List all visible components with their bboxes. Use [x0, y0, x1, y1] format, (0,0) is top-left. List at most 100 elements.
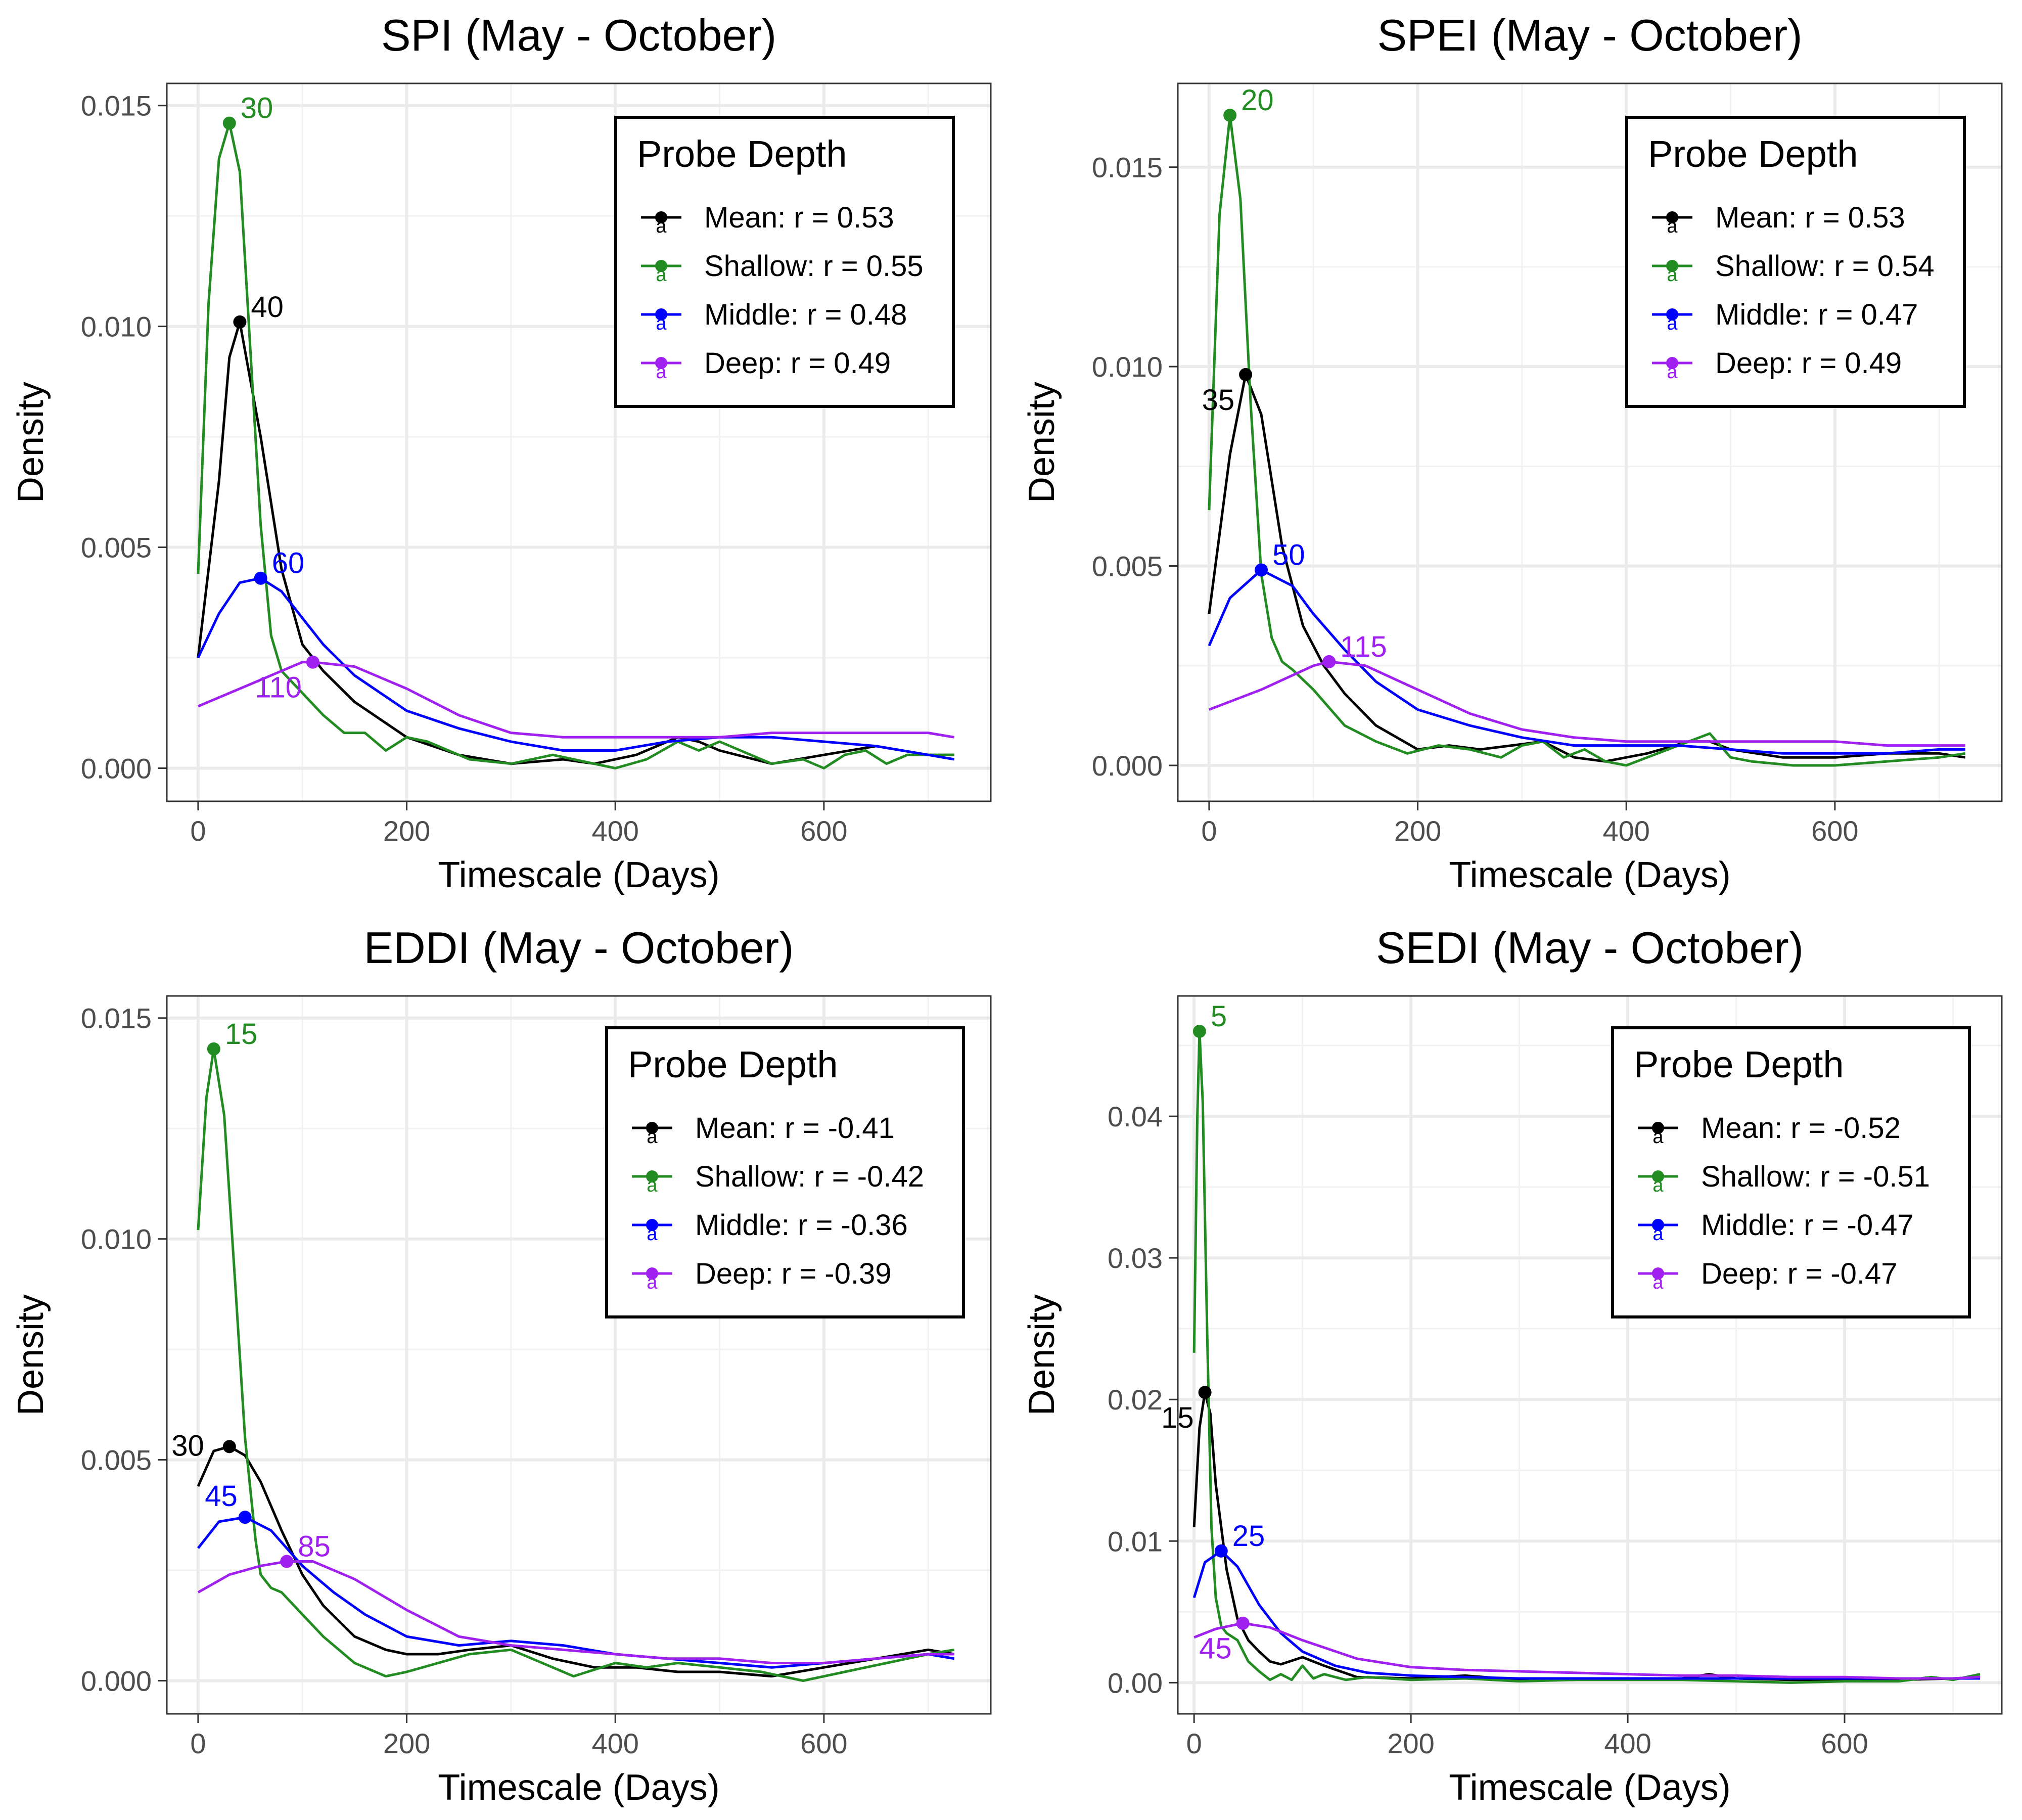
legend-entry-mean: Mean: r = -0.52	[1701, 1112, 1901, 1145]
y-tick-label: 0.00	[1108, 1667, 1163, 1699]
y-tick-label: 0.015	[81, 90, 152, 122]
y-axis-label: Density	[1022, 382, 1062, 503]
legend-key-deep: a	[632, 1267, 672, 1293]
legend-key-deep: a	[1652, 357, 1692, 383]
peak-point-deep	[1236, 1616, 1250, 1630]
legend-key-glyph: a	[1667, 264, 1678, 286]
legend-key-glyph: a	[1667, 361, 1678, 383]
y-axis-label: Density	[11, 1294, 51, 1416]
legend-key-shallow: a	[1652, 260, 1692, 286]
legend-title: Probe Depth	[628, 1043, 838, 1085]
x-tick-label: 0	[1186, 1727, 1202, 1759]
legend-key-glyph: a	[1652, 1126, 1664, 1148]
legend-key-glyph: a	[1667, 216, 1678, 237]
series-line-middle	[1208, 568, 1965, 755]
y-tick-label: 0.01	[1108, 1525, 1163, 1557]
peak-label-shallow: 15	[225, 1018, 258, 1051]
spi-panel: 40 30 60 110 0 200 400 600 0.000 0.005 0.010 0.015 S…	[11, 10, 992, 895]
peak-point-middle	[254, 571, 267, 585]
peak-label-mean: 35	[1202, 384, 1235, 417]
peak-label-middle: 50	[1272, 538, 1305, 571]
legend-key-middle: a	[641, 308, 681, 334]
peak-label-shallow: 30	[241, 92, 273, 125]
legend-entry-middle: Middle: r = -0.36	[695, 1209, 908, 1242]
x-tick-label: 600	[1821, 1727, 1868, 1759]
legend-key-glyph: a	[1652, 1175, 1664, 1196]
peak-label-deep: 45	[1199, 1632, 1232, 1665]
peak-point-middle	[1214, 1544, 1228, 1558]
panel-title: SEDI (May - October)	[1376, 923, 1804, 973]
legend-key-point	[646, 1219, 658, 1231]
peak-label-middle: 45	[205, 1480, 238, 1513]
peak-label-middle: 60	[272, 547, 305, 580]
x-axis-label: Timescale (Days)	[1449, 1767, 1730, 1808]
y-tick-label: 0.010	[81, 1223, 152, 1255]
x-tick-label: 400	[591, 1727, 638, 1759]
legend-key-point	[1666, 260, 1678, 272]
y-tick-label: 0.04	[1108, 1101, 1163, 1132]
x-tick-label: 400	[1602, 815, 1649, 847]
peak-label-deep: 85	[298, 1530, 331, 1563]
y-tick-label: 0.010	[1092, 351, 1163, 383]
legend-key-point	[1652, 1267, 1664, 1280]
legend-entry-mean: Mean: r = 0.53	[704, 201, 894, 234]
y-tick-label: 0.000	[81, 1665, 152, 1697]
panel-border	[166, 995, 992, 1715]
panel-border	[166, 82, 992, 802]
peak-point-shallow	[1223, 109, 1237, 122]
legend-key-mean: a	[1652, 211, 1692, 237]
legend-key-glyph: a	[656, 216, 667, 237]
legend-key-glyph: a	[647, 1223, 658, 1245]
legend-key-glyph: a	[647, 1175, 658, 1196]
peak-point-middle	[238, 1511, 252, 1524]
peak-label-deep: 115	[1340, 630, 1387, 663]
legend-title: Probe Depth	[637, 133, 847, 175]
legend-key-glyph: a	[647, 1126, 658, 1148]
peak-point-middle	[1255, 563, 1268, 577]
y-tick-label: 0.015	[81, 1003, 152, 1034]
x-tick-label: 200	[1387, 1727, 1434, 1759]
legend-key-glyph: a	[656, 313, 667, 334]
legend-entry-middle: Middle: r = -0.47	[1701, 1209, 1914, 1242]
legend-key-point	[1666, 211, 1678, 223]
legend-title: Probe Depth	[1634, 1043, 1844, 1085]
y-axis-label: Density	[1022, 1294, 1062, 1416]
panel-title: SPI (May - October)	[381, 10, 776, 60]
x-tick-label: 600	[800, 815, 847, 847]
legend-key-deep: a	[641, 357, 681, 383]
peak-label-deep: 110	[255, 671, 301, 704]
x-axis-label: Timescale (Days)	[1449, 855, 1730, 895]
legend-key-point	[655, 211, 667, 223]
eddi-panel: 30 15 45 85 0 200 400 600 0.000 0.005 0.010 0.015 ED…	[11, 923, 992, 1808]
legend-key-shallow: a	[632, 1170, 672, 1196]
legend-box	[1625, 116, 1966, 408]
legend-key-glyph: a	[647, 1272, 658, 1293]
peak-label-mean: 30	[171, 1429, 204, 1462]
legend: Probe Depth a Mean: r = 0.53 a Shallow: r = …	[614, 116, 955, 408]
series-line-shallow	[197, 122, 954, 769]
series-line-middle	[1192, 1550, 1981, 1680]
legend-key-glyph: a	[1667, 313, 1678, 334]
y-tick-label: 0.010	[81, 311, 152, 343]
y-axis-label: Density	[11, 382, 51, 503]
y-tick-label: 0.000	[81, 752, 152, 784]
legend-entry-deep: Deep: r = -0.47	[1701, 1257, 1898, 1290]
y-tick-label: 0.005	[81, 1444, 152, 1476]
peak-point-shallow	[207, 1042, 220, 1056]
y-tick-label: 0.03	[1108, 1242, 1163, 1274]
x-tick-label: 200	[383, 815, 430, 847]
legend-key-point	[655, 357, 667, 369]
legend: Probe Depth a Mean: r = -0.41 a Shallow: r =…	[605, 1026, 965, 1318]
x-tick-label: 200	[1394, 815, 1441, 847]
peak-label-middle: 25	[1232, 1520, 1265, 1553]
y-tick-label: 0.02	[1108, 1384, 1163, 1416]
legend-box	[605, 1026, 965, 1318]
peak-point-mean	[1198, 1386, 1212, 1399]
peak-point-shallow	[1192, 1025, 1206, 1038]
y-tick-label: 0.015	[1092, 152, 1163, 184]
legend-key-point	[1652, 1122, 1664, 1134]
peak-point-deep	[1322, 655, 1336, 668]
legend-key-point	[646, 1122, 658, 1134]
legend-entry-deep: Deep: r = -0.39	[695, 1257, 892, 1290]
